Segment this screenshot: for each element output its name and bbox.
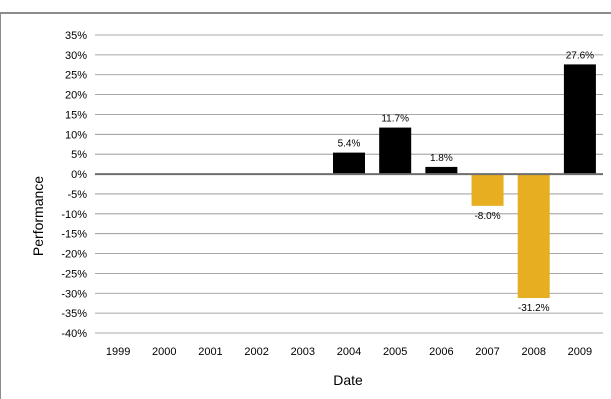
x-tick-label: 2004 <box>337 346 361 358</box>
y-tick-label: 35% <box>65 30 87 42</box>
data-label-2008: -31.2% <box>518 303 550 314</box>
y-tick-label: -35% <box>61 308 87 320</box>
bar-2009 <box>563 64 596 175</box>
x-tick-label: 2001 <box>198 346 222 358</box>
data-label-2009: 27.6% <box>566 50 594 61</box>
y-axis-title: Performance <box>30 176 46 256</box>
y-tick-label: 20% <box>65 90 87 102</box>
frame-top-border <box>0 12 611 14</box>
x-tick-label: 2000 <box>152 346 176 358</box>
y-tick-label: 30% <box>65 50 87 62</box>
labels: 35% 30% 25% 20% 15% 10% 5% 0% -5% -10% -15% -20% -25… <box>61 30 594 358</box>
y-tick-label: -20% <box>61 249 87 261</box>
y-tick-label: -25% <box>61 268 87 280</box>
bar-2004 <box>333 152 365 175</box>
y-tick-label: 0% <box>71 169 87 181</box>
y-tick-label: 5% <box>71 149 87 161</box>
x-tick-label: 2005 <box>383 346 407 358</box>
y-tick-label: -5% <box>67 189 87 201</box>
data-label-2007: -8.0% <box>474 211 500 222</box>
y-tick-label: -40% <box>61 328 87 340</box>
y-tick-label: 10% <box>65 129 87 141</box>
x-tick-label: 1999 <box>106 346 130 358</box>
bar-2006 <box>425 166 458 175</box>
x-tick-label: 2006 <box>429 346 453 358</box>
x-tick-label: 2008 <box>521 346 545 358</box>
data-label-2006: 1.8% <box>430 153 453 164</box>
y-tick-label: 25% <box>65 70 87 82</box>
bars <box>333 64 596 299</box>
bar-2005 <box>379 127 412 175</box>
bar-2007 <box>471 174 504 206</box>
x-tick-label: 2007 <box>475 346 499 358</box>
bar-2008 <box>517 174 550 299</box>
x-tick-label: 2009 <box>568 346 592 358</box>
data-label-2005: 11.7% <box>381 114 409 125</box>
data-label-2004: 5.4% <box>338 139 361 150</box>
frame-left-border <box>0 12 1 399</box>
x-tick-label: 2002 <box>244 346 268 358</box>
x-tick-label: 2003 <box>291 346 315 358</box>
x-axis-title: Date <box>333 372 363 388</box>
y-tick-label: 15% <box>65 109 87 121</box>
y-tick-label: -15% <box>61 229 87 241</box>
y-tick-label: -30% <box>61 288 87 300</box>
y-tick-label: -10% <box>61 209 87 221</box>
